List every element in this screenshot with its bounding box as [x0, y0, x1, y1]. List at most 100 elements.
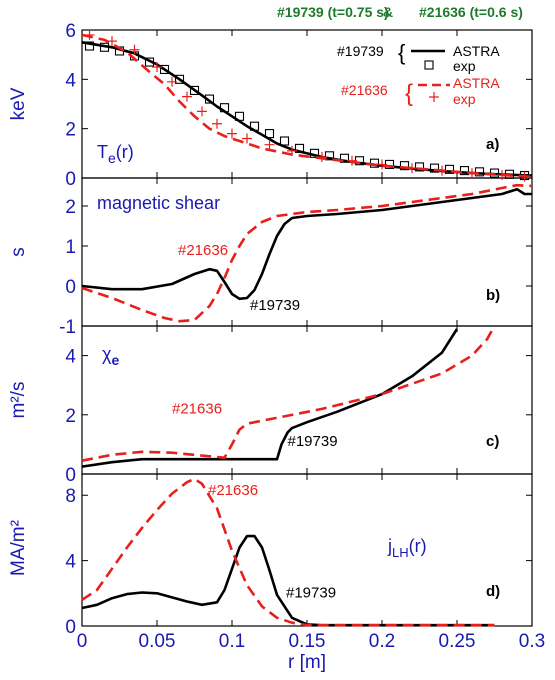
panel-c-title: χe [102, 344, 119, 368]
panel-c-series-0-line [81, 328, 459, 468]
panel-a-series-3-point-9 [242, 133, 252, 144]
panel-a-series-1-point-5 [159, 64, 170, 75]
panel-a-series-1-point-22 [414, 162, 425, 172]
panel-a-series-3-point-3 [152, 62, 162, 72]
panel-a-series-1-point-14 [294, 143, 305, 153]
xtick-label-1: 0.05 [139, 631, 176, 652]
panel-d-series-0-line [81, 534, 495, 627]
panel-b-annotation-0: #21636 [178, 242, 228, 259]
legend-marker-square [424, 60, 434, 70]
panel-a-label: a) [486, 136, 499, 153]
panel-a-series-3-point-4 [167, 76, 177, 87]
panel-d-plot: 0 4 8 0 0.05 0.1 0.15 0.2 0.25 0.3 #21636 #19739 [65, 474, 545, 652]
legend: #19739 { ASTRA exp #21636 { ASTRA exp [337, 40, 500, 107]
panel-a-series-1-point-24 [444, 164, 455, 174]
panel-b-annotation-1: #19739 [250, 297, 300, 314]
panel-a-series-1-point-8 [204, 94, 215, 104]
panel-c-ylabel: m²/s [8, 382, 29, 419]
panel-c-ytick-label-0: 0 [65, 465, 76, 486]
panel-a-ytick-label-2: 4 [65, 70, 76, 91]
panel-a-series-1-point-7 [189, 85, 200, 95]
panel-a-series-3-point-19 [519, 171, 530, 182]
xtick-label-3: 0.15 [289, 631, 326, 652]
panel-a-series-3-point-17 [467, 168, 477, 179]
panel-a-series-3-point-2 [129, 44, 140, 55]
panel-a-series-1-point-6 [174, 74, 185, 84]
panel-a-series-3-point-13 [347, 155, 357, 166]
panel-a-series-1-point-10 [234, 111, 245, 121]
panel-a-series-3-point-15 [407, 163, 417, 174]
panel-d-title: jLH(r) [387, 536, 427, 560]
panel-a-series-3-point-18 [497, 170, 507, 181]
legend-shot-black: #19739 [337, 43, 384, 59]
panel-a-series-1-point-23 [429, 163, 440, 173]
panel-a-series-1-point-21 [399, 161, 410, 171]
panel-d-annotation-1: #19739 [286, 584, 336, 601]
legend-shot-red: #21636 [341, 82, 388, 98]
panel-a-series-3-point-1 [107, 36, 117, 47]
panel-a-series-3-point-8 [227, 128, 237, 139]
panel-a-series-3-point-10 [264, 139, 275, 150]
xtick-label-5: 0.25 [439, 631, 476, 652]
panel-a-ytick-label-3: 6 [65, 21, 76, 42]
panel-a-ytick-label-0: 0 [65, 169, 76, 190]
panel-a-series-3-markers [84, 29, 530, 182]
panel-a-series-1-point-1 [99, 42, 110, 52]
legend-astra-red: ASTRA [453, 75, 500, 91]
panel-d-ylabel: MA/m² [8, 520, 29, 576]
plot-layer: 0246-1012#21636#19739024#21636#197390480… [59, 21, 545, 652]
panel-a-ytick-label-1: 2 [65, 120, 76, 141]
panel-d-ytick-label-2: 8 [65, 486, 76, 507]
header-right: #21636 (t=0.6 s) [419, 4, 523, 20]
panel-c-label: c) [486, 433, 499, 450]
panel-a-series-3-point-7 [212, 118, 222, 129]
panel-a-series-1-point-16 [324, 151, 335, 161]
panel-a-title: Te(r) [97, 142, 134, 166]
xtick-label-6: 0.3 [519, 631, 545, 652]
panel-d-frame [81, 473, 533, 627]
panel-a-series-3-point-14 [377, 159, 387, 170]
panel-d-series-1-line [81, 477, 495, 627]
panel-a-series-1-point-17 [339, 153, 350, 163]
panel-a-series-3-point-11 [287, 145, 297, 156]
panel-b-ytick-label-0: -1 [59, 317, 76, 338]
panel-a-series-1-point-4 [144, 57, 155, 67]
panel-a-series-1-point-13 [279, 136, 290, 146]
xtick-label-2: 0.1 [219, 631, 245, 652]
panel-a-series-1-point-12 [264, 129, 275, 139]
panel-b-series-0-line [81, 187, 532, 301]
panel-b-plot: -1 0 1 2 #21636 #19739 [59, 178, 533, 338]
panel-c-ytick-label-2: 4 [65, 347, 76, 368]
panel-a-series-1-point-15 [309, 148, 320, 158]
panel-c-series-1-line [81, 325, 496, 462]
panel-b-ytick-label-2: 1 [65, 237, 76, 258]
panel-c-plot: 0 2 4 #21636 #19739 [65, 325, 533, 486]
panel-a-series-1-point-26 [474, 167, 485, 177]
legend-astra-black: ASTRA [453, 43, 500, 59]
panel-b-title: magnetic shear [97, 193, 220, 213]
panel-a-series-3-point-16 [437, 165, 447, 176]
panel-a-series-3-point-5 [182, 91, 192, 102]
legend-brace-red: { [405, 80, 413, 107]
panel-a-series-1-point-0 [84, 41, 95, 51]
header-left: #19739 (t=0.75 s) [277, 4, 389, 20]
panel-b-label: b) [486, 287, 500, 304]
legend-exp-red: exp [453, 91, 476, 107]
panel-b-ytick-label-1: 0 [65, 277, 76, 298]
panel-d-annotation-0: #21636 [208, 482, 258, 499]
panel-a-series-1-markers [84, 41, 530, 181]
panel-a-plot: 0 2 4 6 [65, 21, 533, 190]
panel-d-ytick-label-0: 0 [65, 617, 76, 638]
legend-brace-black: { [398, 40, 405, 65]
panel-a-series-3-point-6 [197, 106, 207, 117]
panel-a-series-3-point-12 [317, 152, 327, 163]
panel-b-ytick-label-3: 2 [65, 197, 76, 218]
xtick-label-0: 0 [77, 631, 88, 652]
panel-b-ylabel: s [8, 247, 29, 257]
panel-c-ytick-label-1: 2 [65, 406, 76, 427]
panel-a-series-1-point-25 [459, 166, 470, 176]
panel-c-annotation-1: #19739 [288, 433, 338, 450]
panel-a-series-3-point-0 [84, 29, 95, 40]
x-axis-label: r [m] [288, 652, 326, 673]
